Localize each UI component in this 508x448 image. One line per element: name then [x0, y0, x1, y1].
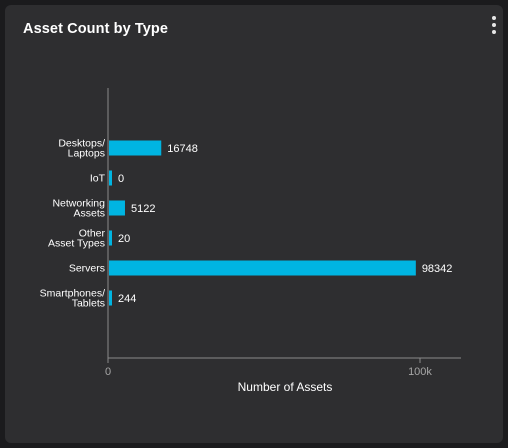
bar: [109, 140, 162, 156]
x-axis-title: Number of Assets: [238, 380, 333, 394]
category-label: Other: [79, 228, 106, 240]
data-label: 0: [118, 173, 124, 185]
data-label: 16748: [167, 143, 198, 155]
category-label: Assets: [73, 208, 105, 220]
x-tick-label: 0: [105, 366, 111, 378]
bar: [109, 230, 112, 246]
category-label: Smartphones/: [40, 288, 105, 300]
more-vertical-icon[interactable]: [488, 13, 500, 39]
data-label: 5122: [131, 203, 155, 215]
bar: [109, 290, 112, 306]
menu-dot: [492, 30, 496, 34]
category-label: Tablets: [72, 298, 105, 310]
category-label: Asset Types: [48, 238, 105, 250]
asset-count-widget: Asset Count by Type: [5, 5, 503, 443]
bar: [109, 170, 112, 186]
bar: [109, 200, 125, 216]
widget-title: Asset Count by Type: [23, 21, 169, 37]
x-tick-label: 100k: [408, 366, 432, 378]
menu-dot: [492, 23, 496, 27]
category-label: Desktops/: [58, 138, 105, 150]
category-label: IoT: [90, 173, 106, 185]
menu-dot: [492, 16, 496, 20]
data-label: 20: [118, 233, 130, 245]
category-label: Servers: [69, 263, 105, 275]
data-label: 98342: [422, 263, 453, 275]
category-label: Laptops: [68, 148, 105, 160]
bar: [109, 260, 416, 276]
data-label: 244: [118, 293, 136, 305]
category-label: Networking: [52, 198, 105, 210]
